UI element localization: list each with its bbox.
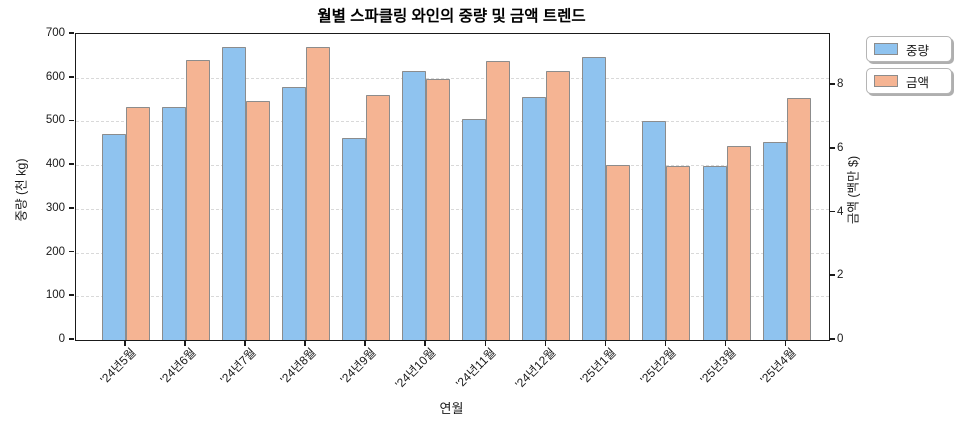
right-tick-0 [829, 338, 835, 340]
x-tick-'24년8월 [304, 340, 306, 346]
bar-weight-'24년5월 [102, 134, 126, 340]
legend-label-weight: 중량 [906, 43, 930, 58]
bar-amount-'25년1월 [606, 164, 631, 340]
x-tick-'25년1월 [604, 340, 607, 346]
right-axis-title: 금액 (백만 $) [846, 155, 861, 225]
x-tick-'25년4월 [784, 340, 787, 346]
x-tick-label-'25년2월: '25년2월 [637, 345, 679, 387]
x-tick-'24년5월 [124, 340, 126, 346]
bar-amount-'24년12월 [546, 70, 571, 340]
left-tick-label-200: 200 [45, 245, 65, 258]
amount-swatch-icon [874, 75, 898, 87]
gridline-300 [76, 208, 829, 210]
bar-weight-'24년10월 [402, 70, 427, 340]
bar-weight-'24년12월 [522, 96, 547, 340]
chart-title: 월별 스파클링 와인의 중량 및 금액 트렌드 [317, 8, 586, 25]
gridline-600 [76, 77, 829, 79]
right-tick-label-8: 8 [837, 78, 844, 90]
x-tick-label-'24년11월: '24년11월 [453, 345, 499, 391]
right-tick-label-0: 0 [837, 333, 844, 345]
x-tick-label-'25년1월: '25년1월 [577, 345, 619, 387]
x-tick-label-'25년3월: '25년3월 [697, 345, 739, 387]
left-tick-label-600: 600 [45, 70, 65, 83]
bar-amount-'25년4월 [786, 97, 811, 340]
bar-amount-'25년3월 [726, 145, 751, 340]
bar-amount-'24년10월 [426, 78, 451, 340]
x-tick-'24년6월 [184, 340, 186, 346]
bar-weight-'25년2월 [642, 121, 667, 340]
right-tick-2 [829, 274, 835, 277]
bar-amount-'24년9월 [366, 94, 391, 340]
x-tick-label-'24년9월: '24년9월 [337, 345, 379, 387]
left-tick-300 [69, 207, 74, 209]
plot-area [75, 33, 830, 341]
x-tick-label-'24년6월: '24년6월 [157, 345, 199, 387]
gridline-500 [76, 121, 829, 123]
x-tick-label-'24년12월: '24년12월 [512, 345, 559, 392]
right-tick-label-2: 2 [837, 269, 844, 282]
left-tick-label-400: 400 [45, 158, 65, 171]
left-tick-100 [69, 294, 74, 297]
left-tick-700 [69, 32, 74, 34]
legend: 중량 금액 [866, 36, 952, 94]
bar-amount-'24년7월 [246, 100, 271, 340]
right-tick-label-6: 6 [837, 141, 844, 154]
right-tick-8 [829, 83, 835, 85]
x-tick-label-'24년5월: '24년5월 [97, 345, 139, 387]
bar-amount-'24년6월 [186, 59, 211, 340]
x-tick-label-'24년10월: '24년10월 [392, 345, 439, 392]
weight-swatch-icon [874, 43, 898, 55]
gridline-100 [76, 296, 829, 298]
x-tick-'24년9월 [364, 340, 366, 346]
x-axis-title: 연월 [439, 401, 464, 416]
bar-weight-'24년8월 [282, 87, 307, 340]
x-tick-'24년10월 [424, 340, 427, 346]
right-tick-label-4: 4 [837, 205, 844, 218]
x-tick-label-'25년4월: '25년4월 [757, 345, 799, 387]
left-tick-0 [69, 338, 74, 340]
gridline-200 [76, 252, 829, 254]
left-tick-label-100: 100 [45, 289, 65, 302]
legend-item-amount: 금액 [866, 68, 952, 94]
x-tick-label-'24년8월: '24년8월 [277, 345, 319, 387]
right-tick-4 [829, 210, 835, 213]
bar-weight-'24년9월 [342, 138, 367, 340]
bar-weight-'24년7월 [222, 47, 247, 340]
legend-label-amount: 금액 [906, 75, 930, 90]
bar-amount-'25년2월 [666, 166, 691, 340]
left-tick-400 [69, 163, 74, 165]
x-tick-'24년11월 [484, 340, 487, 346]
right-tick-6 [829, 146, 835, 149]
x-tick-label-'24년7월: '24년7월 [217, 345, 259, 387]
left-tick-label-700: 700 [45, 27, 65, 39]
gridline-400 [76, 165, 829, 167]
bar-amount-'24년11월 [486, 61, 511, 340]
bar-weight-'25년3월 [702, 166, 727, 340]
left-tick-500 [69, 119, 74, 122]
bar-weight-'24년11월 [462, 119, 487, 340]
x-tick-'24년12월 [544, 340, 547, 346]
bar-weight-'24년6월 [162, 107, 187, 340]
left-tick-600 [69, 75, 74, 78]
left-tick-label-0: 0 [58, 333, 65, 345]
bar-amount-'24년5월 [126, 107, 150, 340]
left-tick-label-300: 300 [45, 201, 65, 214]
bar-weight-'25년4월 [762, 141, 787, 340]
x-tick-'24년7월 [244, 340, 246, 346]
bar-weight-'25년1월 [582, 57, 607, 340]
left-tick-label-500: 500 [45, 114, 65, 127]
bar-amount-'24년8월 [306, 46, 331, 340]
legend-item-weight: 중량 [866, 36, 952, 62]
x-tick-'25년2월 [664, 340, 667, 346]
left-tick-200 [69, 250, 74, 253]
x-tick-'25년3월 [724, 340, 727, 346]
